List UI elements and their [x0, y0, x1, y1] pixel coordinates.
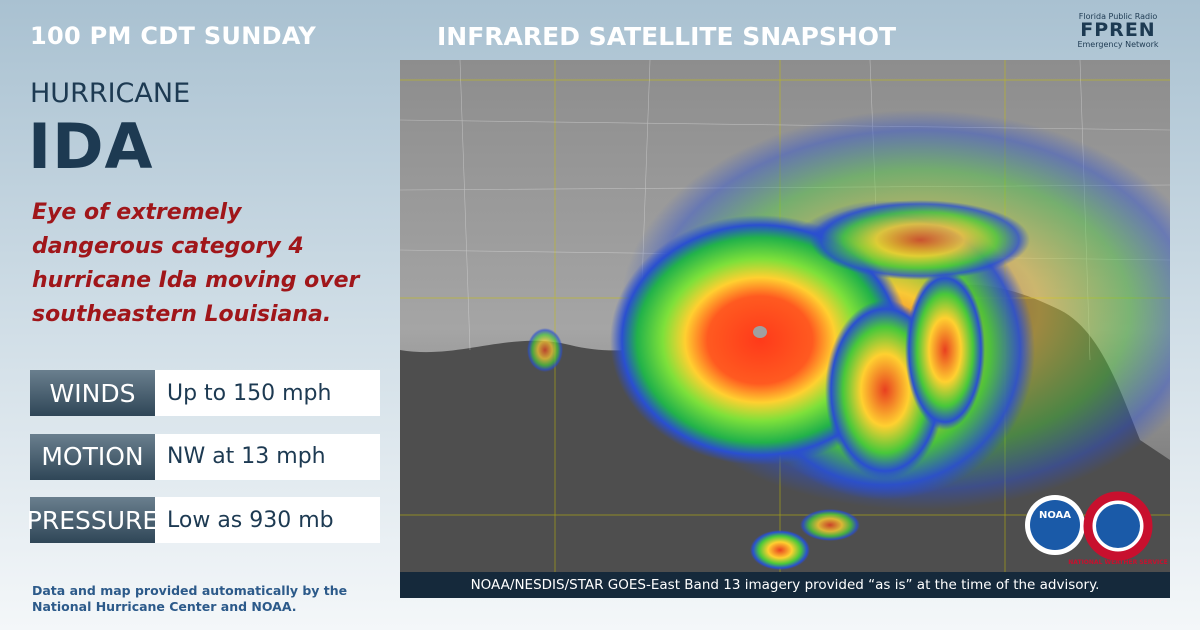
stat-row: WINDS Up to 150 mph	[30, 370, 380, 416]
stat-label: PRESSURE	[27, 497, 158, 543]
stat-value: Low as 930 mb	[155, 497, 380, 543]
advisory-time: 100 PM CDT SUNDAY	[30, 22, 317, 50]
image-title: INFRARED SATELLITE SNAPSHOT	[437, 22, 897, 51]
stat-value: NW at 13 mph	[155, 433, 380, 480]
stat-label: MOTION	[30, 433, 155, 480]
storm-kind: HURRICANE	[30, 78, 191, 109]
nws-logo: NATIONAL WEATHER SERVICE	[1068, 559, 1167, 566]
storm-description: Eye of extremely dangerous category 4 hu…	[32, 200, 360, 327]
agency-logos: NOAA NATIONAL WEATHER SERVICE	[1025, 491, 1168, 566]
stat-row: MOTION NW at 13 mph	[30, 433, 380, 480]
footer-note: Data and map provided automatically by t…	[32, 583, 348, 614]
logo-top: Florida Public Radio	[1078, 12, 1158, 21]
satellite-image: NOAA NATIONAL WEATHER SERVICE	[400, 60, 1170, 598]
storm-name: IDA	[28, 110, 154, 183]
image-caption: NOAA/NESDIS/STAR GOES-East Band 13 image…	[400, 572, 1170, 598]
stat-label: WINDS	[30, 370, 155, 416]
fpren-logo: Florida Public Radio FPREN Emergency Net…	[1072, 12, 1164, 49]
logo-bottom: Emergency Network	[1077, 40, 1159, 49]
logo-main: FPREN	[1080, 19, 1156, 41]
noaa-logo: NOAA	[1039, 510, 1071, 521]
stat-row: PRESSURE Low as 930 mb	[27, 497, 380, 543]
stat-value: Up to 150 mph	[155, 370, 380, 416]
